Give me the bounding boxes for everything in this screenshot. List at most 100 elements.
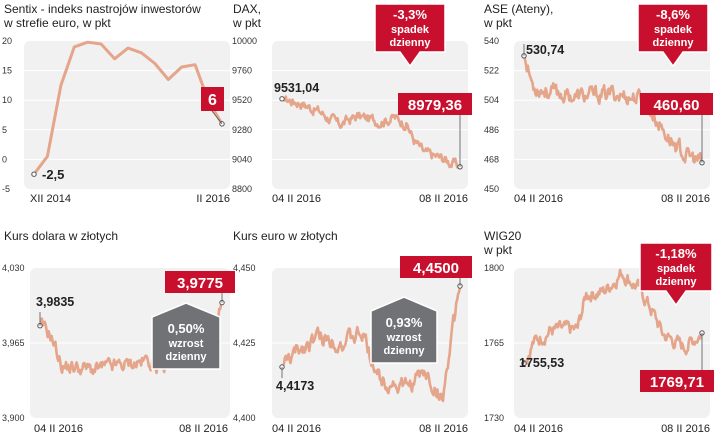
chart-eur-series-line [280,284,462,403]
chart-sentix-ytick: 15 [2,66,12,76]
chart-ase-callout-line3: dzienny [653,37,695,49]
chart-wig-callout-shape [639,242,713,307]
chart-sentix-ytick: 0 [2,154,7,164]
chart-usd-xtick: 08 II 2016 [179,423,228,435]
chart-usd-callout-shape [151,302,221,370]
chart-usd-callout-line3: dzienny [166,351,208,363]
chart-sentix-plot-area [24,41,230,189]
chart-wig-xtick: 08 II 2016 [661,423,710,435]
chart-dax-ytick: 9280 [232,125,252,135]
chart-wig-ytick: 1765 [484,338,504,348]
chart-wig-xtick: 04 II 2016 [514,423,563,435]
chart-sentix-title-line: w strefie euro, w pkt [3,16,111,30]
chart-sentix-start-marker [31,171,37,177]
chart-sentix-end-leader [211,110,223,125]
chart-dax-ytick: 9520 [232,95,252,105]
chart-eur-callout-line3: dzienny [384,345,426,357]
chart-eur-ytick: 4,400 [233,413,256,423]
chart-usd-end-label: 3,9775 [177,275,223,292]
chart-sentix-end-label: 6 [208,92,217,109]
chart-dax-callout-line2: spadek [391,24,430,36]
chart-ase-callout-line2: spadek [654,24,693,36]
chart-eur-start-label: 4,4173 [276,379,314,393]
chart-ase-title-line: w pkt [483,16,513,30]
chart-dax-ytick: 10000 [232,36,257,46]
chart-dax-title-line: DAX, [233,2,261,16]
chart-eur-ytick: 4,425 [233,338,256,348]
chart-dax-callout-line3: dzienny [390,37,432,49]
chart-ase-xtick: 04 II 2016 [514,193,563,205]
chart-usd-callout-pct: 0,50% [168,321,205,336]
chart-wig-end-box [640,370,714,392]
chart-dax-end-box [398,93,472,115]
chart-ase: ASE (Ateny),w pkt 540 522 504 486 468 450 04 II… [483,2,713,205]
chart-dax-series-line [280,95,462,169]
chart-wig-title-line: WIG20 [484,229,522,243]
chart-ase-start-label: 530,74 [526,43,564,57]
chart-sentix-series-line [32,40,224,176]
chart-wig-callout-line3: dzienny [656,276,698,288]
chart-eur-xtick: 04 II 2016 [272,423,321,435]
chart-ase-series-line [522,54,704,164]
chart-dax-start-marker [279,96,285,102]
chart-usd-title-line: Kurs dolara w złotych [4,229,118,243]
chart-sentix-title-line: Sentix - indeks nastrojów inwestorów [4,2,201,16]
chart-dax-callout-shape [374,3,446,68]
chart-dax-title-line: w pkt [232,16,262,30]
chart-wig-ytick: 1730 [484,413,504,423]
chart-ase-callout-shape [637,3,709,68]
chart-eur-end-box [400,256,472,278]
chart-ase-title-line: ASE (Ateny), [484,2,553,16]
chart-sentix-end-box [201,87,224,111]
chart-dax: DAX,w pkt 10000 9760 9520 9280 9040 8800 04 II … [232,2,472,205]
chart-dax-end-label: 8979,36 [408,97,462,114]
chart-usd-ytick: 3,900 [2,413,25,423]
chart-sentix-xtick: XII 2014 [30,193,71,205]
chart-eur-title-line: Kurs euro w złotych [233,229,338,243]
chart-sentix-ytick: 20 [2,36,12,46]
chart-eur-callout-line2: wzrost [386,332,422,344]
chart-ase-ytick: 468 [484,154,499,164]
chart-wig-callout-line2: spadek [657,263,696,275]
chart-ase-ytick: 522 [484,66,499,76]
chart-usd-start-label: 3,9835 [36,295,74,309]
chart-dax-ytick: 9760 [232,66,252,76]
chart-ase-callout-pct: -8,6% [656,7,690,22]
chart-dax-start-label: 9531,04 [274,81,319,95]
chart-sentix-ytick: 10 [2,95,12,105]
chart-usd-callout-line2: wzrost [168,338,204,350]
chart-dax-callout-pct: -3,3% [393,7,427,22]
chart-ase-ytick: 450 [484,184,499,194]
chart-usd-end-box [165,271,235,293]
chart-sentix-start-label: -2,5 [42,167,64,182]
chart-sentix-ytick: -5 [2,184,10,194]
chart-ase-ytick: 504 [484,95,499,105]
chart-dax-ytick: 8800 [232,184,252,194]
chart-wig-end-label: 1769,71 [650,374,704,391]
chart-usd-xtick: 04 II 2016 [34,423,83,435]
chart-ase-xtick: 08 II 2016 [661,193,710,205]
chart-wig-callout-pct: -1,18% [655,246,697,261]
chart-eur-end-label: 4,4500 [413,260,459,277]
chart-dax-xtick: 08 II 2016 [419,193,468,205]
chart-sentix-ytick: 5 [2,125,7,135]
chart-eur-xtick: 08 II 2016 [419,423,468,435]
chart-ase-ytick: 540 [484,36,499,46]
chart-usd-ytick: 4,030 [2,263,25,273]
chart-ase-end-label: 460,60 [654,97,700,114]
chart-eur-callout-pct: 0,93% [386,315,423,330]
chart-eur-ytick: 4,450 [233,263,256,273]
chart-dax-xtick: 04 II 2016 [272,193,321,205]
chart-wig-ytick: 1800 [484,263,504,273]
chart-dax-ytick: 9040 [232,154,252,164]
chart-wig-title-line: w pkt [483,243,513,257]
chart-wig-series-line [522,268,704,365]
